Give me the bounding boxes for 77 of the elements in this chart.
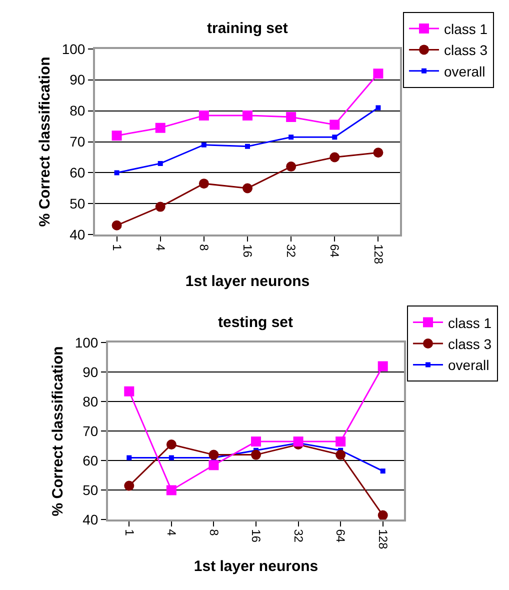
y-tick-label: 50 (70, 196, 86, 212)
point (242, 183, 252, 194)
y-tick-label: 60 (70, 164, 86, 181)
x-tick-label: 64 (328, 244, 342, 258)
point (380, 468, 386, 474)
y-tick-label: 40 (70, 226, 86, 243)
point (288, 134, 294, 140)
x-tick-label: 1 (122, 529, 136, 536)
x-tick-label: 128 (371, 244, 386, 264)
y-tick-label: 90 (70, 72, 86, 88)
point (378, 361, 388, 372)
y-axis-title: % Correct classification (36, 56, 54, 227)
y-tick-label: 100 (74, 334, 98, 351)
x-tick-label: 8 (206, 529, 221, 536)
x-tick-label: 128 (376, 529, 390, 550)
x-tick-label: 16 (240, 244, 255, 258)
point (155, 202, 166, 212)
point (124, 386, 134, 396)
legend-label: class 1 (444, 20, 488, 37)
legend-label: overall (444, 63, 486, 80)
point (198, 178, 209, 189)
point (336, 450, 346, 460)
x-axis-title: 1st layer neurons (194, 558, 318, 575)
point (330, 152, 340, 162)
x-tick-label: 1 (110, 244, 124, 252)
y-axis-title: % Correct classification (50, 346, 67, 516)
point (126, 455, 132, 460)
point (112, 220, 122, 230)
x-tick-label: 32 (291, 529, 306, 543)
point (245, 144, 250, 149)
chart-title: testing set (218, 314, 294, 331)
x-tick-label: 16 (249, 529, 264, 543)
point (242, 110, 252, 120)
point (114, 170, 120, 176)
point (166, 439, 176, 450)
point (373, 68, 384, 79)
point (251, 450, 261, 460)
legend-label: class 3 (448, 336, 492, 352)
y-tick-label: 100 (62, 40, 86, 57)
chart-title: training set (207, 20, 288, 37)
point (112, 130, 122, 141)
point (286, 112, 296, 122)
x-tick-label: 64 (334, 529, 348, 543)
point (286, 162, 296, 172)
point (168, 455, 174, 460)
y-tick-label: 80 (70, 102, 86, 119)
legend-label: overall (448, 357, 490, 374)
point (201, 142, 206, 148)
point (166, 485, 176, 496)
x-tick-label: 32 (284, 244, 298, 258)
point (158, 160, 163, 166)
x-axis-title: 1st layer neurons (185, 272, 310, 290)
point (336, 436, 346, 447)
point (208, 450, 219, 460)
x-tick-label: 4 (164, 529, 179, 536)
y-tick-label: 50 (82, 482, 98, 498)
y-tick-label: 80 (82, 394, 98, 410)
point (378, 510, 388, 520)
point (376, 105, 381, 110)
legend-label: class 3 (444, 42, 488, 58)
point (208, 460, 219, 470)
y-tick-label: 40 (82, 512, 98, 528)
point (332, 134, 338, 140)
y-tick-label: 70 (70, 134, 86, 150)
point (373, 148, 384, 158)
point (198, 110, 209, 120)
y-tick-label: 90 (82, 364, 98, 380)
x-tick-label: 4 (153, 244, 168, 252)
point (155, 122, 166, 133)
y-tick-label: 70 (82, 423, 98, 440)
point (124, 480, 134, 491)
y-tick-label: 60 (82, 452, 98, 469)
point (330, 120, 340, 130)
x-tick-label: 8 (197, 244, 212, 252)
legend-label: class 1 (448, 314, 492, 331)
point (293, 436, 304, 447)
point (251, 436, 261, 447)
